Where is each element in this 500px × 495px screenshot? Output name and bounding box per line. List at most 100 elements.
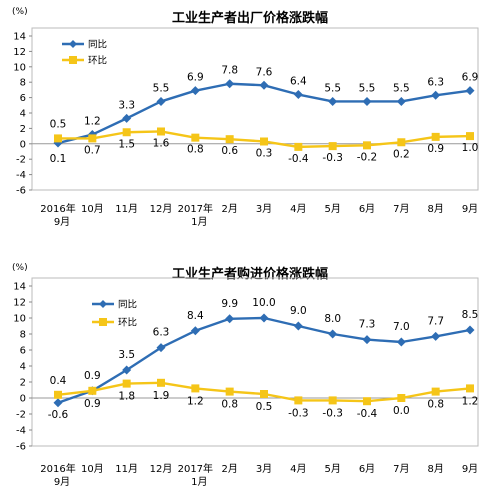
data-point	[156, 96, 166, 106]
data-label: 0.6	[221, 145, 238, 157]
x-tick-label: 12月	[150, 203, 173, 215]
data-point	[122, 365, 132, 375]
y-tick-label: 10	[13, 62, 26, 73]
data-label: 8.4	[187, 310, 204, 322]
data-label: 0.4	[50, 375, 67, 387]
data-point	[53, 398, 63, 408]
data-label: 7.0	[393, 321, 410, 333]
x-tick-label: 9月	[54, 476, 70, 488]
data-point	[465, 325, 475, 335]
plot-frame	[31, 277, 479, 447]
data-label: 5.5	[324, 82, 341, 94]
data-point	[122, 379, 131, 388]
data-point	[465, 86, 475, 96]
x-tick-label: 5月	[324, 203, 340, 215]
data-point	[431, 90, 441, 100]
data-point	[397, 394, 406, 402]
data-label: 6.3	[427, 76, 444, 88]
data-point	[260, 137, 268, 146]
chart-purchase-price: 工业生产者购进价格涨跌幅 (%) -6 -4 -2 0 2 4 6 8 10 12 14 2016年 9月 1…	[0, 248, 500, 493]
y-tick-label: -4	[16, 426, 26, 437]
legend-label: 环比	[88, 55, 107, 67]
chart-title: 工业生产者购进价格涨跌幅	[172, 266, 328, 282]
y-tick-label: -2	[16, 155, 26, 166]
data-point	[293, 90, 303, 100]
data-label: -0.3	[322, 152, 343, 164]
x-tick-label: 1月	[191, 476, 207, 488]
x-tick-label: 3月	[256, 203, 272, 215]
data-point	[362, 96, 372, 106]
data-point	[431, 132, 440, 141]
x-tick-label: 5月	[324, 463, 340, 475]
data-point	[157, 127, 165, 136]
data-point	[328, 396, 337, 405]
data-point	[397, 138, 406, 147]
data-label: 6.9	[187, 72, 204, 84]
y-tick-label: 2	[20, 378, 26, 389]
x-tick-label: 7月	[393, 463, 409, 475]
x-tick-label: 11月	[115, 463, 138, 475]
data-point	[431, 387, 440, 396]
data-point	[466, 132, 474, 141]
data-point	[260, 390, 268, 398]
data-point	[190, 86, 200, 96]
data-point	[156, 343, 166, 353]
data-label: 0.5	[50, 118, 67, 130]
data-label: 7.6	[256, 66, 273, 78]
x-tick-label: 2016年	[40, 462, 75, 475]
y-tick-label: 4	[20, 362, 26, 373]
data-label: 1.8	[118, 391, 135, 403]
data-label: -0.2	[357, 151, 378, 163]
y-tick-label: -6	[16, 186, 26, 197]
data-label: 0.9	[427, 143, 444, 155]
y-tick-label: 8	[20, 78, 26, 89]
data-label: 0.2	[393, 148, 410, 160]
data-label: 7.8	[221, 65, 238, 77]
y-tick-label: 6	[20, 93, 26, 104]
x-tick-label: 4月	[290, 203, 306, 215]
x-tick-label: 12月	[150, 463, 173, 475]
chart-producer-price: 工业生产者出厂价格涨跌幅 (%) -6 -4 -2 0 2 4 6 8 10 12 14 2016年 9月 1…	[0, 0, 500, 245]
x-tick-label: 4月	[290, 463, 306, 475]
data-label: 0.8	[427, 399, 444, 411]
data-label: 0.8	[221, 399, 238, 411]
legend-label: 同比	[88, 39, 107, 51]
legend-marker	[99, 318, 107, 326]
data-point	[88, 134, 97, 143]
data-point	[328, 329, 338, 339]
data-point	[363, 397, 371, 406]
y-tick-label: -2	[16, 410, 26, 421]
x-tick-label: 7月	[393, 203, 409, 215]
data-label: 1.6	[153, 137, 170, 149]
x-tick-label: 2月	[221, 463, 237, 475]
data-label: 0.5	[256, 401, 273, 413]
y-tick-label: 14	[13, 282, 26, 293]
data-point	[122, 128, 131, 137]
chart-svg: 工业生产者购进价格涨跌幅(%)-6-4-2024681012142016年9月1…	[12, 263, 479, 488]
x-tick-label: 6月	[359, 463, 375, 475]
x-tick-label: 2017年	[178, 202, 213, 215]
data-point	[225, 135, 234, 144]
data-point	[294, 142, 303, 151]
data-point	[259, 80, 269, 90]
x-tick-label: 11月	[115, 203, 138, 215]
data-label: 6.4	[290, 76, 307, 88]
y-tick-label: 8	[20, 330, 26, 341]
data-label: 5.5	[393, 82, 410, 94]
x-tick-label: 9月	[462, 463, 478, 475]
x-tick-label: 2016年	[40, 202, 75, 215]
data-point	[294, 396, 303, 405]
x-tick-label: 10月	[81, 203, 104, 215]
data-label: 8.0	[324, 313, 341, 325]
legend-marker	[69, 40, 77, 48]
data-point	[293, 321, 303, 331]
data-label: 9.0	[290, 305, 307, 317]
data-label: -0.3	[322, 407, 343, 419]
chart-svg: 工业生产者出厂价格涨跌幅(%)-6-4-2024681012142016年9月1…	[12, 7, 479, 228]
y-tick-label: 14	[13, 32, 26, 43]
data-point	[191, 133, 200, 142]
data-label: 10.0	[252, 297, 275, 309]
data-label: 1.2	[84, 116, 101, 128]
data-label: -0.4	[288, 153, 309, 165]
data-label: 3.3	[118, 99, 135, 111]
